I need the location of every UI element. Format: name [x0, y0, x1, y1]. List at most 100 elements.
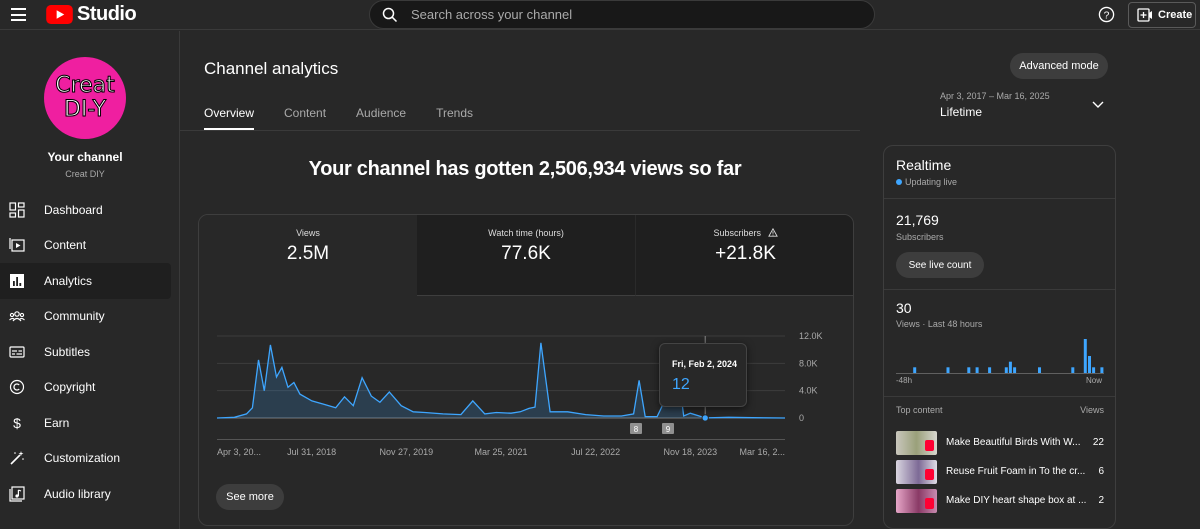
- analytics-tabs: Overview Content Audience Trends: [204, 106, 503, 130]
- realtime-status: Updating live: [896, 177, 957, 187]
- realtime-bar[interactable]: [1008, 361, 1012, 373]
- metric-watch-time[interactable]: Watch time (hours) 77.6K: [417, 215, 635, 296]
- x-tick-label: Mar 25, 2021: [474, 447, 527, 457]
- views-series-line: [216, 342, 786, 419]
- tooltip-date: Fri, Feb 2, 2024: [672, 359, 738, 369]
- sidebar-item-label: Community: [44, 309, 105, 324]
- metric-value: 2.5M: [286, 243, 330, 264]
- analytics-card: Views 2.5M Watch time (hours) 77.6K Subs…: [198, 214, 854, 526]
- sidebar-item-copyright[interactable]: Copyright: [0, 370, 171, 406]
- see-more-button[interactable]: See more: [216, 484, 284, 510]
- chart-annotation-marker[interactable]: 9: [662, 423, 674, 434]
- create-button[interactable]: Create: [1128, 2, 1196, 28]
- sidebar-item-analytics[interactable]: Analytics: [0, 263, 171, 299]
- shorts-icon: [925, 440, 934, 451]
- realtime-bar[interactable]: [1100, 367, 1104, 373]
- create-label: Create: [1158, 9, 1193, 21]
- x-tick-label: Mar 16, 2...: [739, 447, 785, 457]
- x-tick-label: Nov 18, 2023: [664, 447, 718, 457]
- sidebar-item-label: Copyright: [44, 380, 96, 395]
- top-content-row[interactable]: Reuse Fruit Foam in To the cr... 6: [896, 460, 1104, 486]
- realtime-bar[interactable]: [913, 367, 917, 373]
- youtube-logo-icon: [46, 5, 73, 24]
- sidebar-item-earn[interactable]: $ Earn: [0, 405, 171, 441]
- realtime-card: Realtime Updating live 21,769 Subscriber…: [883, 145, 1116, 529]
- realtime-bar[interactable]: [1092, 367, 1096, 373]
- video-title: Reuse Fruit Foam in To the cr...: [946, 466, 1086, 477]
- see-live-count-button[interactable]: See live count: [896, 252, 984, 278]
- tab-audience[interactable]: Audience: [356, 106, 407, 120]
- video-thumbnail: [896, 431, 937, 455]
- date-range-picker[interactable]: Apr 3, 2017 – Mar 16, 2025 Lifetime: [940, 91, 1110, 121]
- metric-label: Views: [296, 228, 320, 238]
- sidebar-item-community[interactable]: Community: [0, 299, 171, 335]
- sidebar-item-content[interactable]: Content: [0, 228, 171, 264]
- advanced-mode-button[interactable]: Advanced mode: [1010, 53, 1108, 79]
- sidebar-item-dashboard[interactable]: Dashboard: [0, 192, 171, 228]
- tab-content[interactable]: Content: [284, 106, 327, 120]
- realtime-views-label: Views · Last 48 hours: [896, 319, 983, 329]
- realtime-bar[interactable]: [975, 367, 979, 373]
- video-views: 2: [1098, 495, 1104, 506]
- divider: [884, 198, 1115, 199]
- realtime-x-start: -48h: [896, 376, 913, 385]
- community-icon: [9, 311, 25, 322]
- views-headline: Your channel has gotten 2,506,934 views …: [308, 158, 742, 180]
- tab-trends[interactable]: Trends: [436, 106, 473, 120]
- chevron-down-icon: [1092, 101, 1104, 108]
- customization-icon: [10, 451, 24, 465]
- date-range-text: Apr 3, 2017 – Mar 16, 2025: [940, 91, 1050, 101]
- top-content-row[interactable]: Make Beautiful Birds With W... 22: [896, 431, 1104, 457]
- warning-icon[interactable]: [767, 227, 778, 237]
- date-range-label: Lifetime: [940, 105, 983, 119]
- realtime-x-end: Now: [1086, 376, 1103, 385]
- realtime-bar[interactable]: [1004, 367, 1008, 373]
- realtime-bar[interactable]: [1038, 367, 1041, 373]
- views-area-fill: [217, 342, 785, 418]
- y-tick-label: 0: [799, 413, 804, 423]
- tooltip-value: 12: [672, 376, 690, 393]
- views-chart[interactable]: 12.0K 8.0K 4.0K 0 8 9 Apr 3, 20... Jul 31, 20…: [199, 315, 854, 475]
- tab-overview[interactable]: Overview: [204, 106, 255, 130]
- search-bar[interactable]: Search across your channel: [369, 0, 875, 29]
- sidebar-item-customization[interactable]: Customization: [0, 441, 171, 477]
- svg-text:$: $: [13, 415, 21, 431]
- metric-value: 77.6K: [501, 243, 551, 264]
- sidebar-item-subtitles[interactable]: Subtitles: [0, 334, 171, 370]
- top-bar: Studio Search across your channel ? Crea…: [0, 0, 1200, 30]
- chart-annotation-marker[interactable]: 8: [630, 423, 642, 434]
- sidebar-item-audio-library[interactable]: Audio library: [0, 476, 171, 512]
- metric-views[interactable]: Views 2.5M: [199, 215, 417, 296]
- top-content-row[interactable]: Make DIY heart shape box at ... 2: [896, 489, 1104, 515]
- realtime-bar[interactable]: [1013, 367, 1017, 373]
- live-dot-icon: [896, 179, 902, 185]
- menu-icon[interactable]: [11, 8, 26, 21]
- svg-text:8: 8: [634, 425, 639, 434]
- realtime-bar[interactable]: [967, 367, 971, 373]
- realtime-bar[interactable]: [1088, 356, 1091, 373]
- video-title: Make DIY heart shape box at ...: [946, 495, 1087, 506]
- svg-text:9: 9: [666, 425, 671, 434]
- brand-text: Studio: [77, 3, 137, 25]
- y-tick-label: 8.0K: [799, 358, 818, 368]
- audio-library-icon: [9, 486, 25, 502]
- realtime-bar[interactable]: [988, 367, 992, 373]
- subscriber-label: Subscribers: [896, 232, 944, 242]
- help-icon[interactable]: ?: [1098, 6, 1115, 23]
- subscriber-count: 21,769: [896, 212, 939, 228]
- sidebar-item-label: Earn: [44, 415, 70, 430]
- realtime-bar[interactable]: [1071, 367, 1075, 373]
- search-input[interactable]: Search across your channel: [411, 7, 573, 22]
- realtime-bar-chart[interactable]: [896, 338, 1104, 374]
- avatar[interactable]: Creat DI-Y: [44, 57, 126, 139]
- studio-logo[interactable]: Studio: [46, 3, 137, 26]
- video-views: 6: [1098, 466, 1104, 477]
- realtime-bar[interactable]: [1083, 339, 1087, 373]
- create-video-icon: [1137, 8, 1152, 22]
- metric-label: Watch time (hours): [488, 228, 564, 238]
- metric-subscribers[interactable]: Subscribers +21.8K: [635, 215, 853, 296]
- x-tick-label: Jul 31, 2018: [287, 447, 336, 457]
- video-views: 22: [1092, 437, 1104, 448]
- realtime-bar[interactable]: [946, 367, 950, 373]
- your-channel-label: Your channel: [47, 150, 123, 164]
